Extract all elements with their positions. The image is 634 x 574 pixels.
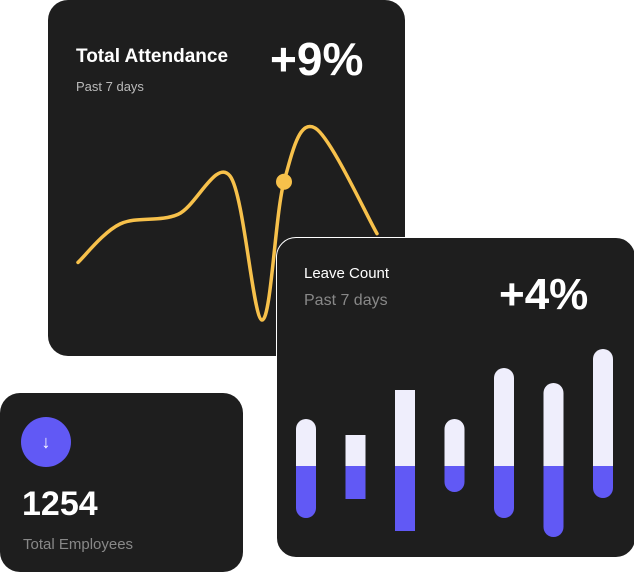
leave-bar [444, 419, 465, 492]
leave-bar-lower [494, 466, 514, 518]
leave-bar-lower [444, 466, 465, 492]
leave-bar [395, 390, 415, 531]
leave-subtitle: Past 7 days [304, 292, 388, 309]
employees-count: 1254 [22, 485, 98, 523]
leave-bar-lower [296, 466, 316, 518]
attendance-title: Total Attendance [76, 46, 229, 67]
leave-bar-lower [395, 466, 415, 531]
attendance-change: +9% [270, 33, 364, 85]
leave-bar-upper [395, 390, 415, 466]
arrow-down-icon[interactable]: ↓ [21, 417, 71, 467]
leave-bar-lower [543, 466, 564, 537]
leave-bar-lower [593, 466, 613, 498]
leave-bar-upper [345, 435, 366, 466]
leave-bar [296, 419, 316, 518]
leave-bar [494, 368, 514, 518]
attendance-card: Total Attendance Past 7 days +9% [48, 0, 405, 356]
attendance-subtitle: Past 7 days [76, 79, 144, 94]
leave-bar [543, 383, 564, 537]
leave-bar [593, 349, 613, 498]
attendance-highlight-point[interactable] [276, 173, 292, 190]
leave-change: +4% [499, 270, 589, 319]
leave-bar-upper [494, 368, 514, 466]
leave-bar-upper [444, 419, 465, 466]
leave-bar-upper [296, 419, 316, 466]
leave-bar-upper [593, 349, 613, 466]
leave-bar-lower [345, 466, 366, 499]
leave-title: Leave Count [304, 265, 390, 282]
leave-card: Leave Count Past 7 days +4% [276, 237, 634, 558]
employees-card: ↓ 1254 Total Employees [0, 393, 243, 572]
leave-bar-upper [543, 383, 564, 466]
attendance-line [76, 124, 379, 322]
employees-label: Total Employees [23, 536, 134, 553]
leave-bar [345, 435, 366, 499]
